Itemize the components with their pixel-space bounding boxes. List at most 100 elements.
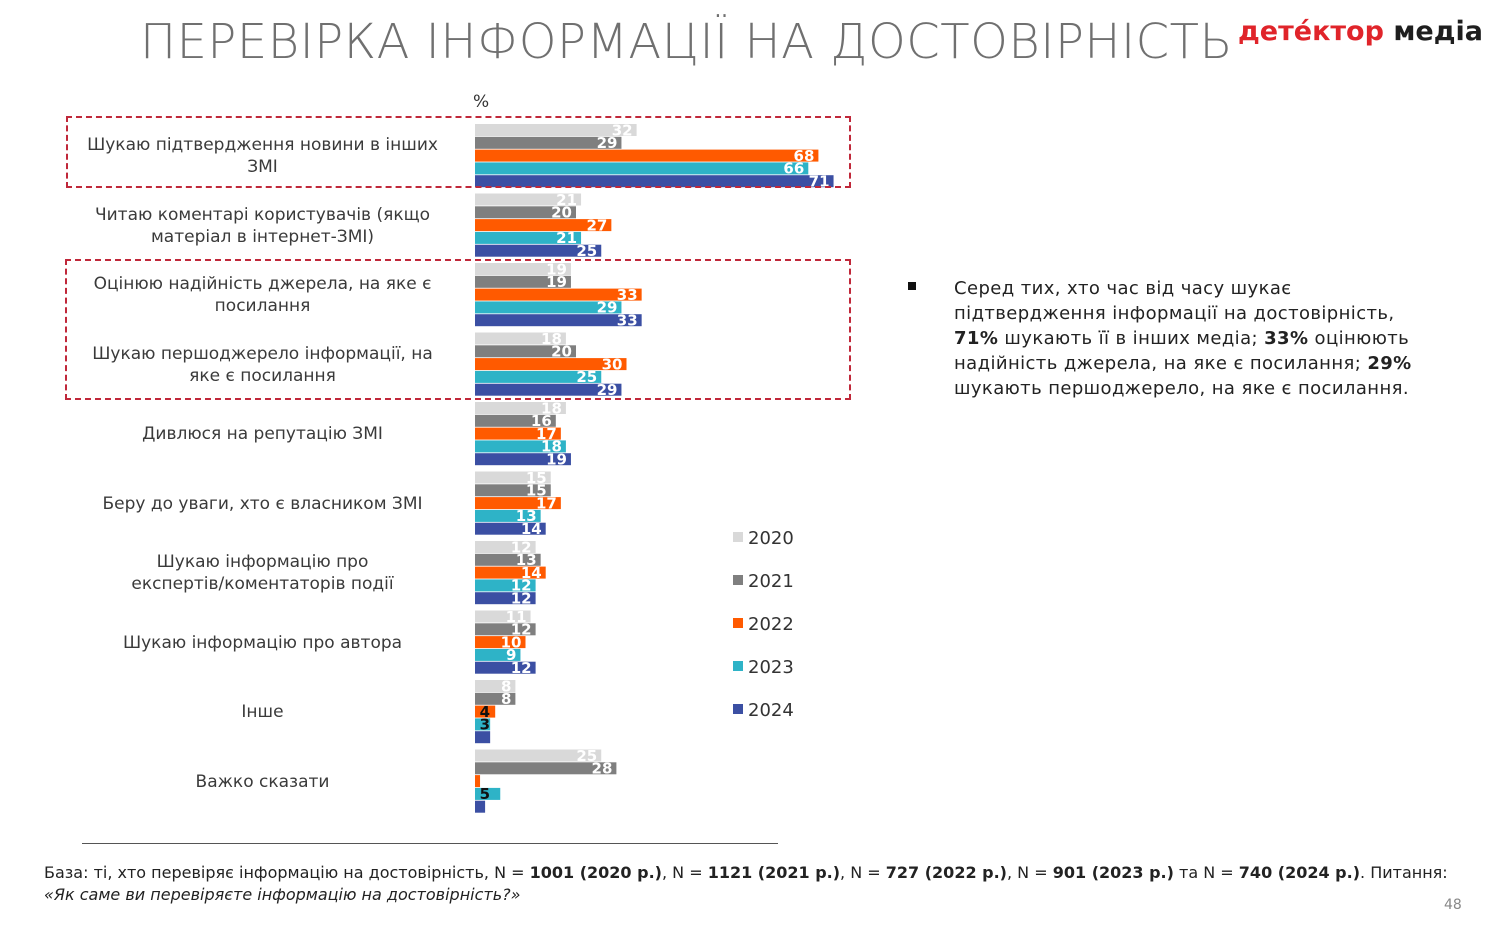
bar-2022-cat-7 xyxy=(475,636,526,649)
bar-2023-cat-6 xyxy=(475,579,536,592)
legend-item-2023: 2023 xyxy=(733,657,794,679)
data-label-2023-cat-3: 25 xyxy=(576,368,597,386)
legend-item-2020: 2020 xyxy=(733,528,794,550)
category-label-4: Дивлюся на репутацію ЗМІ xyxy=(60,423,465,445)
bar-2021-cat-8 xyxy=(475,692,516,705)
bar-2024-cat-6 xyxy=(475,592,536,605)
data-label-2021-cat-5: 15 xyxy=(526,482,547,500)
data-label-2022-cat-5: 17 xyxy=(536,494,557,512)
data-label-2024-cat-3: 29 xyxy=(597,381,618,399)
bar-2024-cat-9 xyxy=(475,800,486,813)
bar-2020-cat-4 xyxy=(475,402,566,414)
highlight-box-1 xyxy=(65,259,851,400)
bar-2021-cat-2 xyxy=(475,275,571,288)
data-label-2020-cat-6: 12 xyxy=(511,538,532,556)
category-label-line: Шукаю інформацію про автора xyxy=(122,632,403,653)
unit-label: % xyxy=(473,92,489,112)
category-label-line: експертів/коментаторів події xyxy=(131,574,394,594)
data-label-2023-cat-7: 9 xyxy=(506,646,516,664)
bar-2020-cat-8 xyxy=(475,680,516,692)
data-label-2024-cat-7: 12 xyxy=(511,659,532,677)
bar-chart: %322968667121202721251919332933182030252… xyxy=(473,92,834,813)
slide-title: ПЕРЕВІРКА ІНФОРМАЦІЇ НА ДОСТОВІРНІСТЬ xyxy=(140,14,1233,70)
category-label-7: Шукаю інформацію про автора xyxy=(60,632,465,654)
data-label-2021-cat-7: 12 xyxy=(511,621,532,639)
category-label-line: Дивлюся на репутацію ЗМІ xyxy=(142,424,383,444)
category-label-line: Шукаю інформацію про xyxy=(156,552,369,572)
summary-text: Серед тих, хто час від часу шукає підтве… xyxy=(954,278,1412,399)
bar-2023-cat-2 xyxy=(475,301,622,314)
category-label-line: яке є посилання xyxy=(189,365,336,386)
data-label-2022-cat-8: 4 xyxy=(480,703,490,721)
bar-2023-cat-1 xyxy=(475,231,582,244)
bar-2022-cat-6 xyxy=(475,566,546,579)
data-label-2021-cat-4: 16 xyxy=(531,412,552,430)
legend-swatch xyxy=(733,532,743,542)
data-label-2021-cat-0: 29 xyxy=(597,134,618,152)
bar-2021-cat-9 xyxy=(475,762,617,775)
data-label-2022-cat-2: 33 xyxy=(617,286,638,304)
bar-2021-cat-3 xyxy=(475,345,576,358)
bar-2021-cat-4 xyxy=(475,414,556,427)
bar-2020-cat-0 xyxy=(475,124,637,136)
footnote-divider xyxy=(82,843,778,844)
bar-2020-cat-2 xyxy=(475,263,571,275)
summary-note: Серед тих, хто час від часу шукає підтве… xyxy=(908,276,1438,401)
legend-label: 2021 xyxy=(748,571,794,592)
bar-2020-cat-3 xyxy=(475,332,566,345)
bar-2022-cat-9 xyxy=(475,775,481,788)
data-label-2022-cat-1: 27 xyxy=(586,216,607,234)
logo-part-detector: детéктор xyxy=(1238,16,1384,47)
data-label-2021-cat-9: 28 xyxy=(592,760,613,778)
legend-swatch xyxy=(733,661,743,671)
bar-2020-cat-1 xyxy=(475,193,582,206)
data-label-2020-cat-8: 8 xyxy=(501,677,511,695)
data-label-2023-cat-8: 3 xyxy=(480,716,490,734)
data-label-2023-cat-1: 21 xyxy=(556,229,577,247)
bar-2022-cat-5 xyxy=(475,497,561,510)
category-label-9: Важко сказати xyxy=(60,771,465,793)
survey-question: «Як саме ви перевіряєте інформацію на до… xyxy=(44,885,521,904)
data-label-2022-cat-7: 10 xyxy=(501,633,522,651)
bar-2022-cat-8 xyxy=(475,705,496,718)
data-label-2023-cat-5: 13 xyxy=(516,507,537,525)
category-label-5: Беру до уваги, хто є власником ЗМІ xyxy=(60,493,465,515)
data-label-2020-cat-3: 18 xyxy=(541,330,562,348)
category-label-line: ЗМІ xyxy=(247,157,278,177)
legend-item-2022: 2022 xyxy=(733,614,794,636)
bar-2024-cat-5 xyxy=(475,522,546,535)
data-label-2021-cat-6: 13 xyxy=(516,551,537,569)
category-label-line: Оцінюю надійність джерела, на яке є xyxy=(93,274,432,294)
bullet-icon xyxy=(908,282,916,290)
data-label-2020-cat-7: 11 xyxy=(506,608,527,626)
data-label-2022-cat-0: 68 xyxy=(794,147,815,165)
data-label-2022-cat-6: 14 xyxy=(521,564,542,582)
footnote: База: ті, хто перевіряє інформацію на до… xyxy=(44,863,1448,904)
data-label-2024-cat-6: 12 xyxy=(511,590,532,608)
bar-2024-cat-0 xyxy=(475,175,834,188)
data-label-2023-cat-4: 18 xyxy=(541,438,562,456)
logo-part-media: медіа xyxy=(1393,16,1484,47)
bar-2024-cat-2 xyxy=(475,314,642,327)
bar-2024-cat-4 xyxy=(475,453,571,466)
category-label-2: Оцінюю надійність джерела, на яке є посил… xyxy=(60,273,465,317)
data-label-2021-cat-2: 19 xyxy=(546,273,567,291)
bar-2023-cat-8 xyxy=(475,718,491,731)
bar-2021-cat-0 xyxy=(475,136,622,149)
data-label-2020-cat-4: 18 xyxy=(541,399,562,417)
category-label-line: Беру до уваги, хто є власником ЗМІ xyxy=(102,493,423,514)
legend-label: 2020 xyxy=(748,528,794,549)
bar-2021-cat-1 xyxy=(475,206,576,219)
data-label-2024-cat-5: 14 xyxy=(521,520,542,538)
data-label-2021-cat-1: 20 xyxy=(551,204,572,222)
category-label-1: Читаю коментарі користувачів (якщо матері… xyxy=(60,204,465,248)
bar-2024-cat-3 xyxy=(475,383,622,396)
data-label-2022-cat-3: 30 xyxy=(602,355,623,373)
legend-label: 2022 xyxy=(748,614,794,635)
legend-swatch xyxy=(733,704,743,714)
bar-2024-cat-1 xyxy=(475,244,602,257)
legend-swatch xyxy=(733,618,743,628)
bar-2022-cat-1 xyxy=(475,219,612,232)
legend-swatch xyxy=(733,575,743,585)
bar-2024-cat-7 xyxy=(475,661,536,674)
